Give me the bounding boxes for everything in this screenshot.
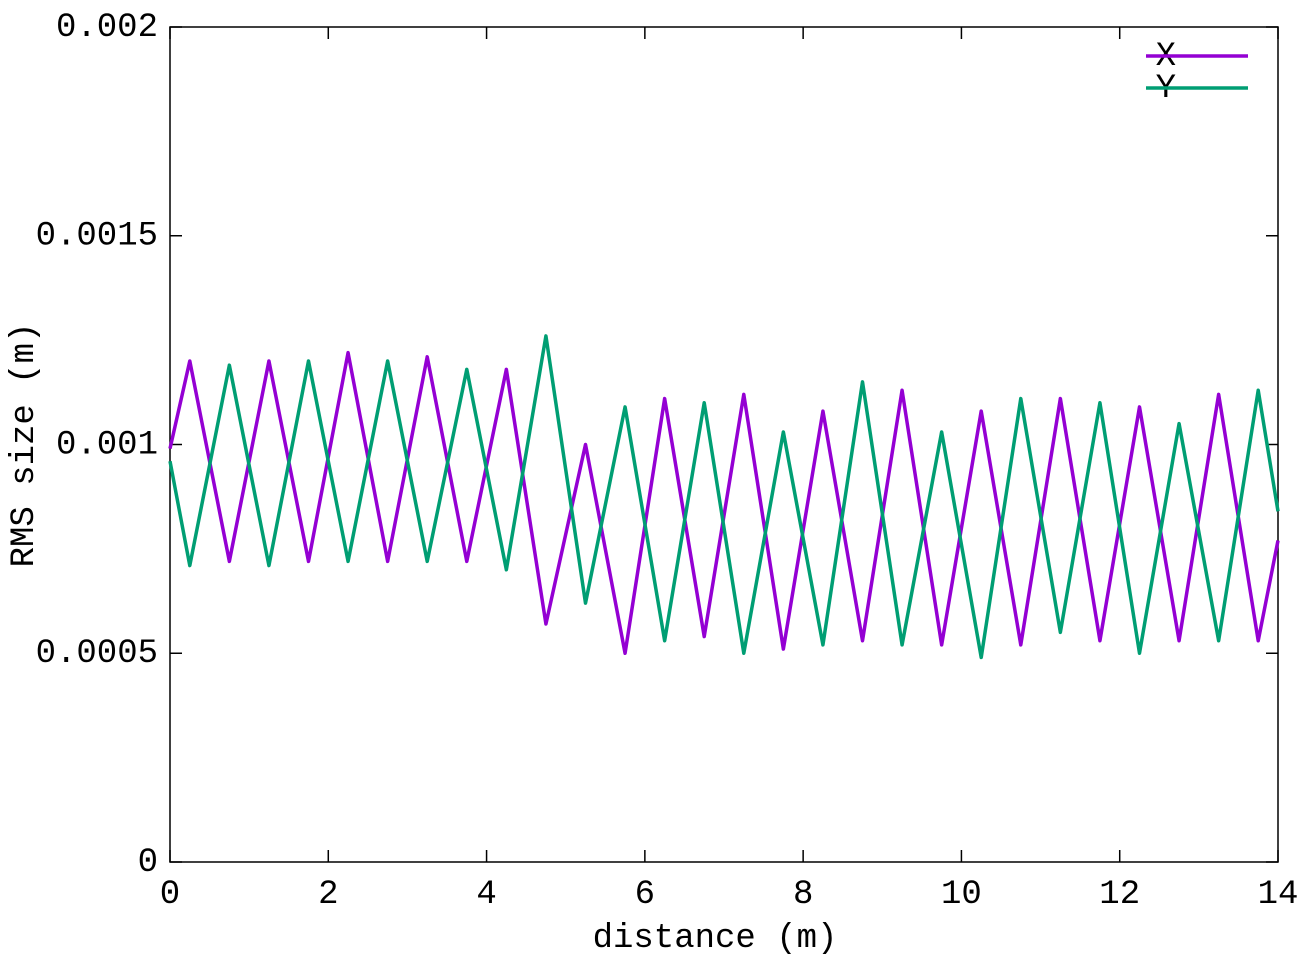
series-line: [168, 350, 1280, 655]
x-tick-label: 10: [941, 876, 982, 914]
x-tick-label: 12: [1099, 876, 1140, 914]
plot-frame: [169, 26, 1279, 863]
x-tick-label: 0: [160, 876, 180, 914]
x-tick-label: 4: [476, 876, 496, 914]
x-tick-label: 14: [1258, 876, 1299, 914]
y-axis-label: RMS size (m): [6, 323, 44, 568]
y-tick-label: 0.0015: [36, 218, 158, 256]
x-tick-label: 2: [318, 876, 338, 914]
y-tick-label: 0.002: [56, 9, 158, 47]
y-tick-label: 0.001: [56, 426, 158, 464]
x-tick-label: 6: [635, 876, 655, 914]
y-tick-label: 0.0005: [36, 635, 158, 673]
series-line: [168, 334, 1280, 660]
x-tick-label: 8: [793, 876, 813, 914]
y-tick-label: 0: [138, 844, 158, 882]
x-axis-label: distance (m): [593, 920, 838, 958]
